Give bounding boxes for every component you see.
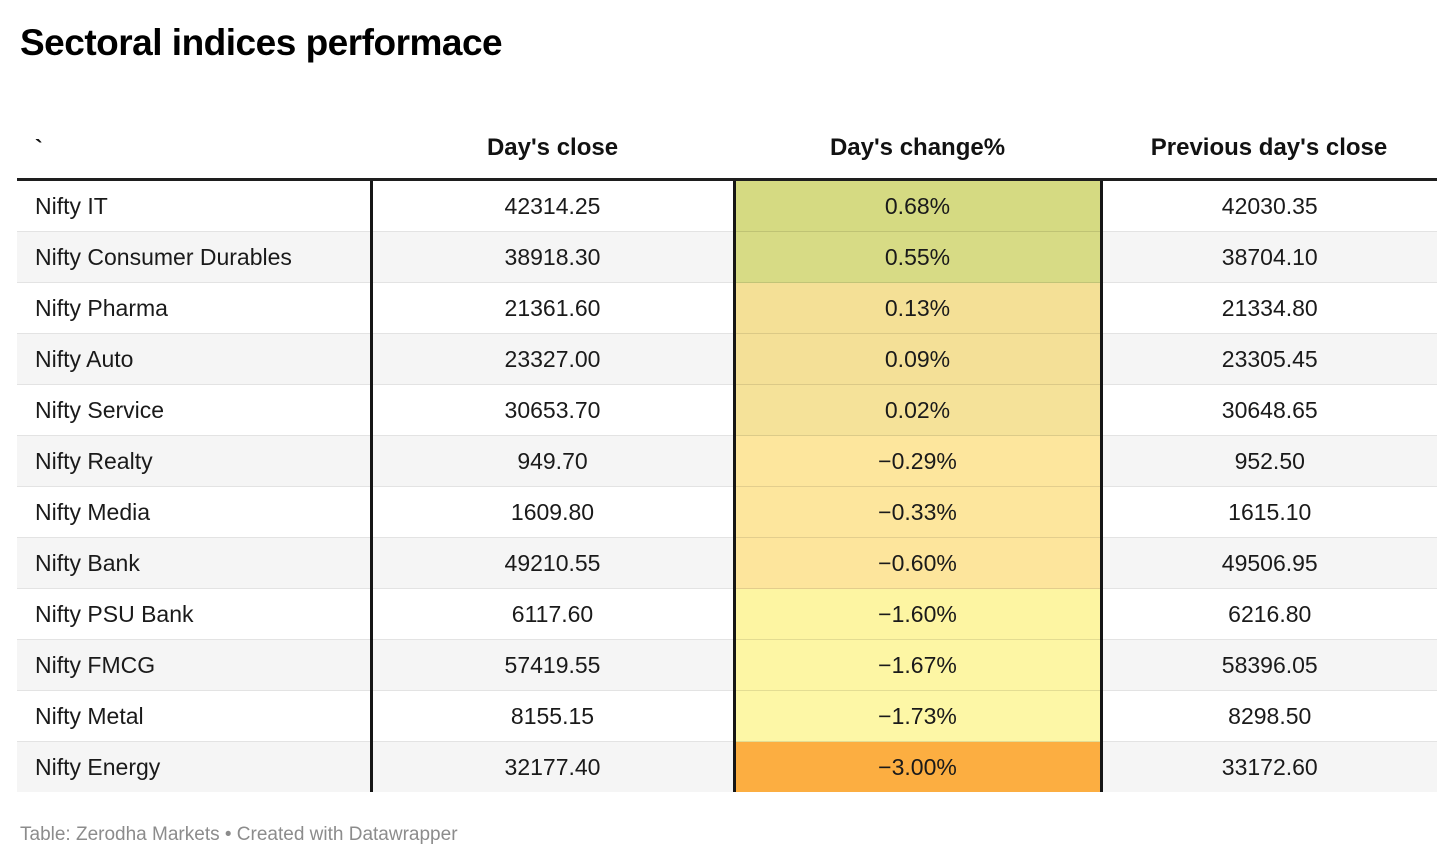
cell-prev-close: 6216.80	[1101, 588, 1437, 640]
row-label: Nifty IT	[17, 179, 373, 232]
row-label: Nifty PSU Bank	[17, 588, 373, 640]
cell-days-change: 0.09%	[732, 333, 1103, 385]
cell-days-close: 21361.60	[371, 282, 734, 334]
row-label: Nifty Service	[17, 384, 373, 436]
row-label: Nifty Pharma	[17, 282, 373, 334]
table-row: Nifty Media 1609.80 −0.33% 1615.10	[17, 486, 1437, 538]
row-label: Nifty Auto	[17, 333, 373, 385]
table-row: Nifty Bank 49210.55 −0.60% 49506.95	[17, 537, 1437, 589]
cell-prev-close: 49506.95	[1101, 537, 1437, 589]
cell-days-close: 49210.55	[371, 537, 734, 589]
cell-days-change: −0.60%	[732, 537, 1103, 589]
row-label: Nifty Metal	[17, 690, 373, 742]
table-row: Nifty Metal 8155.15 −1.73% 8298.50	[17, 690, 1437, 742]
cell-days-close: 32177.40	[371, 741, 734, 792]
table-row: Nifty PSU Bank 6117.60 −1.60% 6216.80	[17, 588, 1437, 640]
cell-days-change: −1.67%	[732, 639, 1103, 691]
table-row: Nifty IT 42314.25 0.68% 42030.35	[17, 179, 1437, 232]
cell-prev-close: 1615.10	[1101, 486, 1437, 538]
cell-prev-close: 21334.80	[1101, 282, 1437, 334]
cell-prev-close: 8298.50	[1101, 690, 1437, 742]
cell-days-close: 30653.70	[371, 384, 734, 436]
sectoral-indices-table: ` Day's close Day's change% Previous day…	[17, 90, 1437, 792]
cell-prev-close: 23305.45	[1101, 333, 1437, 385]
cell-prev-close: 58396.05	[1101, 639, 1437, 691]
table-row: Nifty Auto 23327.00 0.09% 23305.45	[17, 333, 1437, 385]
cell-prev-close: 30648.65	[1101, 384, 1437, 436]
page-title: Sectoral indices performace	[20, 22, 503, 63]
row-label: Nifty Consumer Durables	[17, 231, 373, 283]
cell-days-change: −0.29%	[732, 435, 1103, 487]
table-row: Nifty Realty 949.70 −0.29% 952.50	[17, 435, 1437, 487]
cell-prev-close: 38704.10	[1101, 231, 1437, 283]
cell-days-close: 38918.30	[371, 231, 734, 283]
table-body: Nifty IT 42314.25 0.68% 42030.35 Nifty Consu…	[17, 179, 1437, 792]
cell-days-close: 1609.80	[371, 486, 734, 538]
row-label: Nifty FMCG	[17, 639, 373, 691]
column-header-index-name: `	[17, 90, 371, 181]
table-row: Nifty Consumer Durables 38918.30 0.55% 3870…	[17, 231, 1437, 283]
row-label: Nifty Energy	[17, 741, 373, 792]
cell-days-close: 42314.25	[504, 192, 601, 219]
column-header-days-close: Day's close	[371, 90, 734, 181]
attribution-footer: Table: Zerodha Markets • Created with Da…	[20, 824, 458, 845]
table-row: Nifty Pharma 21361.60 0.13% 21334.80	[17, 282, 1437, 334]
table-row: Nifty FMCG 57419.55 −1.67% 58396.05	[17, 639, 1437, 691]
row-label: Nifty Media	[17, 486, 373, 538]
table-row: Nifty Energy 32177.40 −3.00% 33172.60	[17, 741, 1437, 792]
cell-days-close: 949.70	[371, 435, 734, 487]
cell-prev-close: 33172.60	[1101, 741, 1437, 792]
table-row: Nifty Service 30653.70 0.02% 30648.65	[17, 384, 1437, 436]
cell-days-change: −0.33%	[732, 486, 1103, 538]
cell-days-change: −3.00%	[732, 741, 1103, 792]
table-header: ` Day's close Day's change% Previous day…	[17, 90, 1437, 181]
cell-prev-close: 952.50	[1101, 435, 1437, 487]
cell-days-close: 57419.55	[371, 639, 734, 691]
cell-days-close: 6117.60	[371, 588, 734, 640]
cell-days-change: 0.13%	[732, 282, 1103, 334]
column-header-previous-days-close: Previous day's close	[1101, 90, 1437, 181]
cell-days-change: −1.60%	[732, 588, 1103, 640]
row-label: Nifty Realty	[17, 435, 373, 487]
cell-days-change: 0.68%	[732, 179, 1103, 232]
cell-days-change: 0.55%	[732, 231, 1103, 283]
cell-prev-close: 42030.35	[1221, 192, 1318, 219]
row-label: Nifty Bank	[17, 537, 373, 589]
cell-days-close: 23327.00	[371, 333, 734, 385]
cell-days-change: −1.73%	[732, 690, 1103, 742]
cell-days-close: 8155.15	[371, 690, 734, 742]
column-header-days-change: Day's change%	[734, 90, 1101, 181]
cell-days-change: 0.02%	[732, 384, 1103, 436]
